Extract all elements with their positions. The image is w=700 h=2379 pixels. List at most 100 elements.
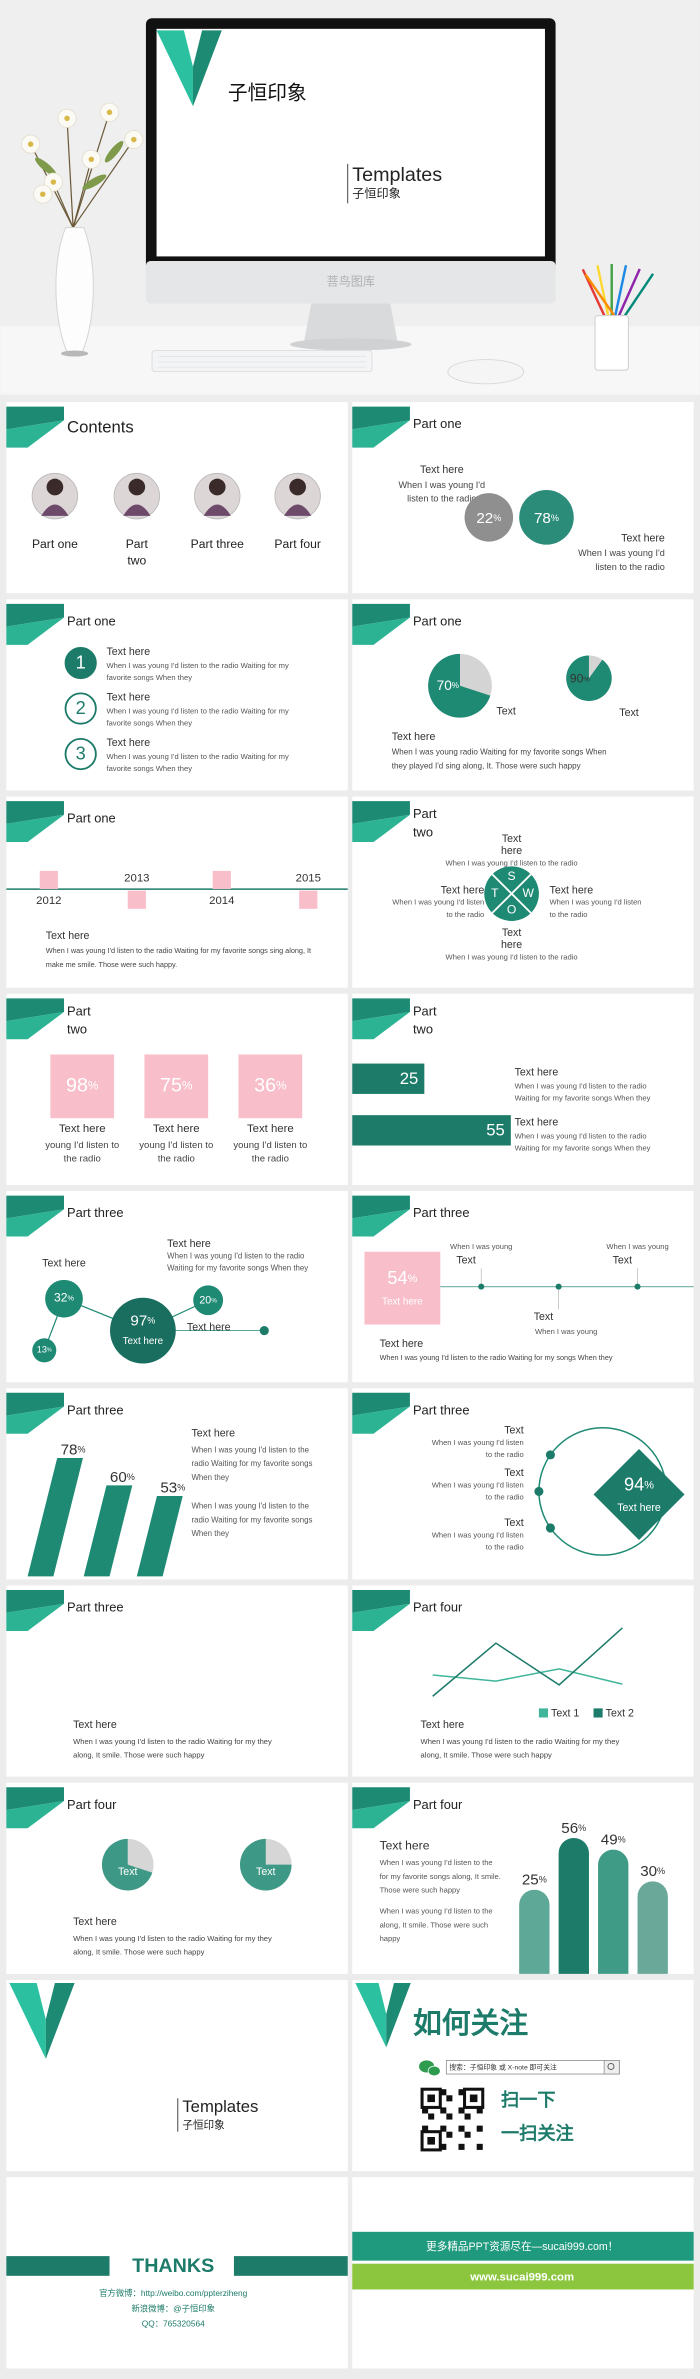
text-line: to the radio	[446, 910, 484, 919]
flower-center	[131, 136, 137, 143]
text-line: favorite songs When they	[106, 719, 192, 728]
pie-slice	[428, 653, 491, 718]
pencil	[596, 265, 611, 322]
value: 97	[130, 1312, 147, 1329]
qr-finder-core	[427, 2094, 435, 2103]
text-line: Waiting for my favorite songs When they	[515, 1144, 651, 1153]
value-label: 36%	[254, 1075, 287, 1097]
photo	[31, 472, 79, 520]
text-line: two	[127, 554, 146, 568]
text-line: young I'd listen to	[233, 1140, 307, 1151]
slide-title: Part three	[413, 1205, 470, 1220]
slide-title: Part three	[413, 1402, 470, 1417]
text-line: along, It smile. Those were such	[380, 1920, 489, 1929]
text-line: When they	[191, 1529, 229, 1538]
value: 70	[437, 677, 453, 692]
logo-dark	[352, 1787, 410, 1811]
text-line: 扫一下	[501, 2089, 556, 2110]
pie-slice	[566, 655, 612, 701]
qr-cell	[440, 2089, 447, 2096]
qr-cell	[476, 2107, 483, 2114]
leaf	[104, 140, 124, 163]
text-line: to the radio	[550, 910, 588, 919]
logo-dark	[352, 1195, 410, 1219]
text-line: When I was young I'd listen to the radio…	[46, 946, 311, 955]
text-label: Text	[496, 705, 516, 717]
legend-swatch	[593, 1708, 603, 1718]
thanks-title: THANKS	[132, 2255, 214, 2277]
monitor-chin	[145, 260, 556, 304]
year: 2014	[209, 895, 234, 907]
timeline-square	[39, 870, 58, 890]
qr-cell	[476, 2143, 483, 2150]
slide-bg	[6, 1585, 348, 1777]
flower-center	[88, 156, 95, 163]
logo-light	[6, 1011, 65, 1040]
text-label: Text	[534, 1311, 554, 1323]
text-line: When I was young I'd listen to the radio…	[73, 1737, 272, 1746]
photo-figure	[284, 504, 312, 516]
slide-bg	[352, 402, 694, 594]
slide-bg	[352, 1979, 694, 2172]
percent-sign: %	[211, 1297, 217, 1304]
text-line: When I was young I'd listen to the radio…	[421, 1737, 620, 1746]
logo-light	[352, 1209, 410, 1237]
text-line: 新浪微博：@子恒印象	[132, 2303, 215, 2313]
text-label: Text here	[515, 1066, 559, 1078]
bar	[519, 1889, 550, 1974]
text-line: for my favorite songs along, It smile.	[380, 1872, 501, 1881]
slide: Contents Part one Part two Part three Part fo…	[6, 402, 348, 594]
year: 2013	[124, 872, 149, 884]
slanted-bar	[136, 1495, 183, 1577]
number: 1	[76, 653, 86, 673]
value-label: 90%	[570, 672, 590, 686]
bar	[637, 1881, 668, 1974]
photo-figure	[203, 504, 231, 516]
logo-dark	[6, 603, 65, 627]
bubble	[110, 1297, 176, 1364]
value: 60	[110, 1469, 127, 1486]
text-label: Text here	[191, 1428, 235, 1440]
text-line: When I was young I'd listen to the	[191, 1446, 309, 1455]
text-line: favorite songs When they	[106, 673, 192, 682]
text-line: here	[501, 845, 522, 857]
text-line: to the radio	[486, 1543, 524, 1552]
dot	[555, 1283, 562, 1290]
logo-dark	[352, 1590, 410, 1613]
stem	[72, 112, 111, 228]
text-line: When I was young I'd listen to the	[380, 1907, 493, 1916]
text-line: two	[67, 1022, 87, 1037]
stem	[72, 139, 135, 228]
text-line: Text here	[441, 884, 485, 896]
text-line: the radio	[64, 1154, 101, 1165]
logo-light	[6, 617, 65, 645]
bubble	[45, 1279, 83, 1318]
bar	[598, 1849, 629, 1974]
text-label: Text	[456, 1255, 476, 1267]
percent-sign: %	[657, 1867, 665, 1877]
slanted-bar	[27, 1458, 83, 1577]
search-button	[603, 2060, 620, 2075]
text-label: Text here	[106, 737, 150, 749]
text-line: listen to the radio	[596, 562, 665, 572]
text-line: young I'd listen to	[139, 1140, 213, 1151]
logo-dark	[6, 998, 65, 1022]
percent-sign: %	[147, 1316, 155, 1326]
text-line: When I was young I'd listen to the radio…	[380, 1353, 613, 1362]
swot-letter: S	[508, 869, 516, 883]
text-label: Text here	[392, 731, 436, 743]
text-line: When I was young I'd	[578, 548, 665, 558]
value: 75	[160, 1075, 182, 1097]
hero-subtitle-cn: 子恒印象	[352, 186, 401, 200]
logo-light	[352, 617, 410, 645]
value-label: 30%	[640, 1863, 665, 1880]
text-line: listen to the radio	[407, 494, 476, 504]
value: 78	[534, 510, 551, 527]
text-line: Text	[502, 927, 522, 939]
pie-slice	[101, 1838, 153, 1891]
text-line: QQ：765320564	[142, 2319, 205, 2329]
bubble	[32, 1338, 57, 1363]
value: 20	[199, 1294, 211, 1306]
text-line: along, It smile. Those were such happy	[73, 1948, 204, 1957]
